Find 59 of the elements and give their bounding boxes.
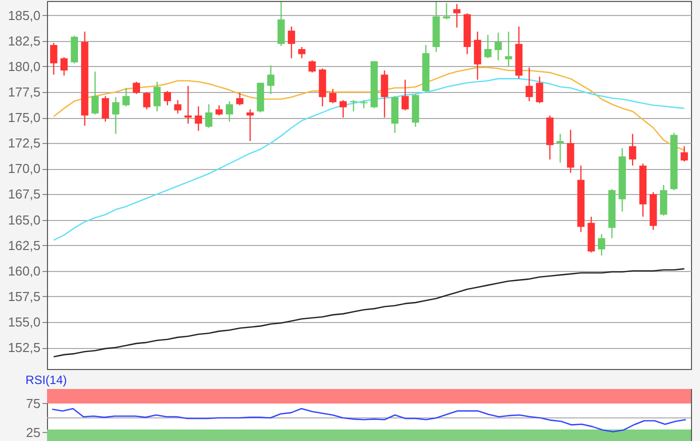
y-tick-label: 182,5 [8,33,40,48]
candlestick [484,34,492,59]
candlestick [442,2,450,20]
candlestick [112,96,120,134]
y-tick-label: 177,5 [8,84,40,100]
candlestick [329,88,336,104]
line-series [53,66,685,151]
candlestick [132,81,140,95]
candlestick [504,31,512,68]
candlestick [164,90,172,106]
y-tick-label: 155,0 [8,314,40,330]
candlestick [50,42,58,76]
candlestick [298,46,306,59]
candlestick [402,79,409,111]
candlestick [536,76,544,104]
candlestick [60,56,68,76]
y-tick-label: 25 [26,424,40,440]
candlestick [598,233,606,256]
candlestick [226,100,234,122]
y-tick-label: 172,5 [8,136,40,151]
candlestick [360,100,368,109]
candlestick [122,87,130,107]
candlestick [556,133,564,164]
candlestick [628,133,636,166]
candlestick [174,100,182,114]
candlestick [194,106,202,132]
y-tick-label: 167,5 [8,186,40,202]
line-series [53,268,685,358]
candlestick [453,3,460,28]
candlestick [494,32,502,61]
candlestick [205,104,212,128]
y-tick-label: 157,5 [8,288,40,304]
candlestick [526,66,533,102]
y-tick-label: 180,0 [8,58,40,74]
y-tick-label: 75 [26,396,40,411]
line-series [52,408,686,432]
candlestick [246,108,254,142]
y-tick-label: 170,0 [8,161,40,176]
candlestick [340,100,347,118]
candlestick [236,92,244,106]
y-tick-label: 175,0 [8,110,40,126]
chart-title: RSI(14) [26,373,67,387]
candlestick [184,85,192,124]
candlestick [215,104,223,116]
candlestick [143,91,150,110]
y-tick-label: 165,0 [8,212,40,228]
y-tick-label: 162,5 [8,238,40,253]
candlestick [267,64,274,95]
candlestick [680,146,688,162]
y-tick-label: 160,0 [8,263,40,278]
candlestick [91,70,99,116]
candlestick [308,60,316,74]
candlestick [350,100,358,112]
y-tick-label: 152,5 [8,340,40,356]
candlestick [102,95,110,122]
candlestick [380,70,388,118]
candlestick [288,26,296,59]
y-tick-label: 185,0 [8,8,40,23]
candlestick [153,81,161,112]
